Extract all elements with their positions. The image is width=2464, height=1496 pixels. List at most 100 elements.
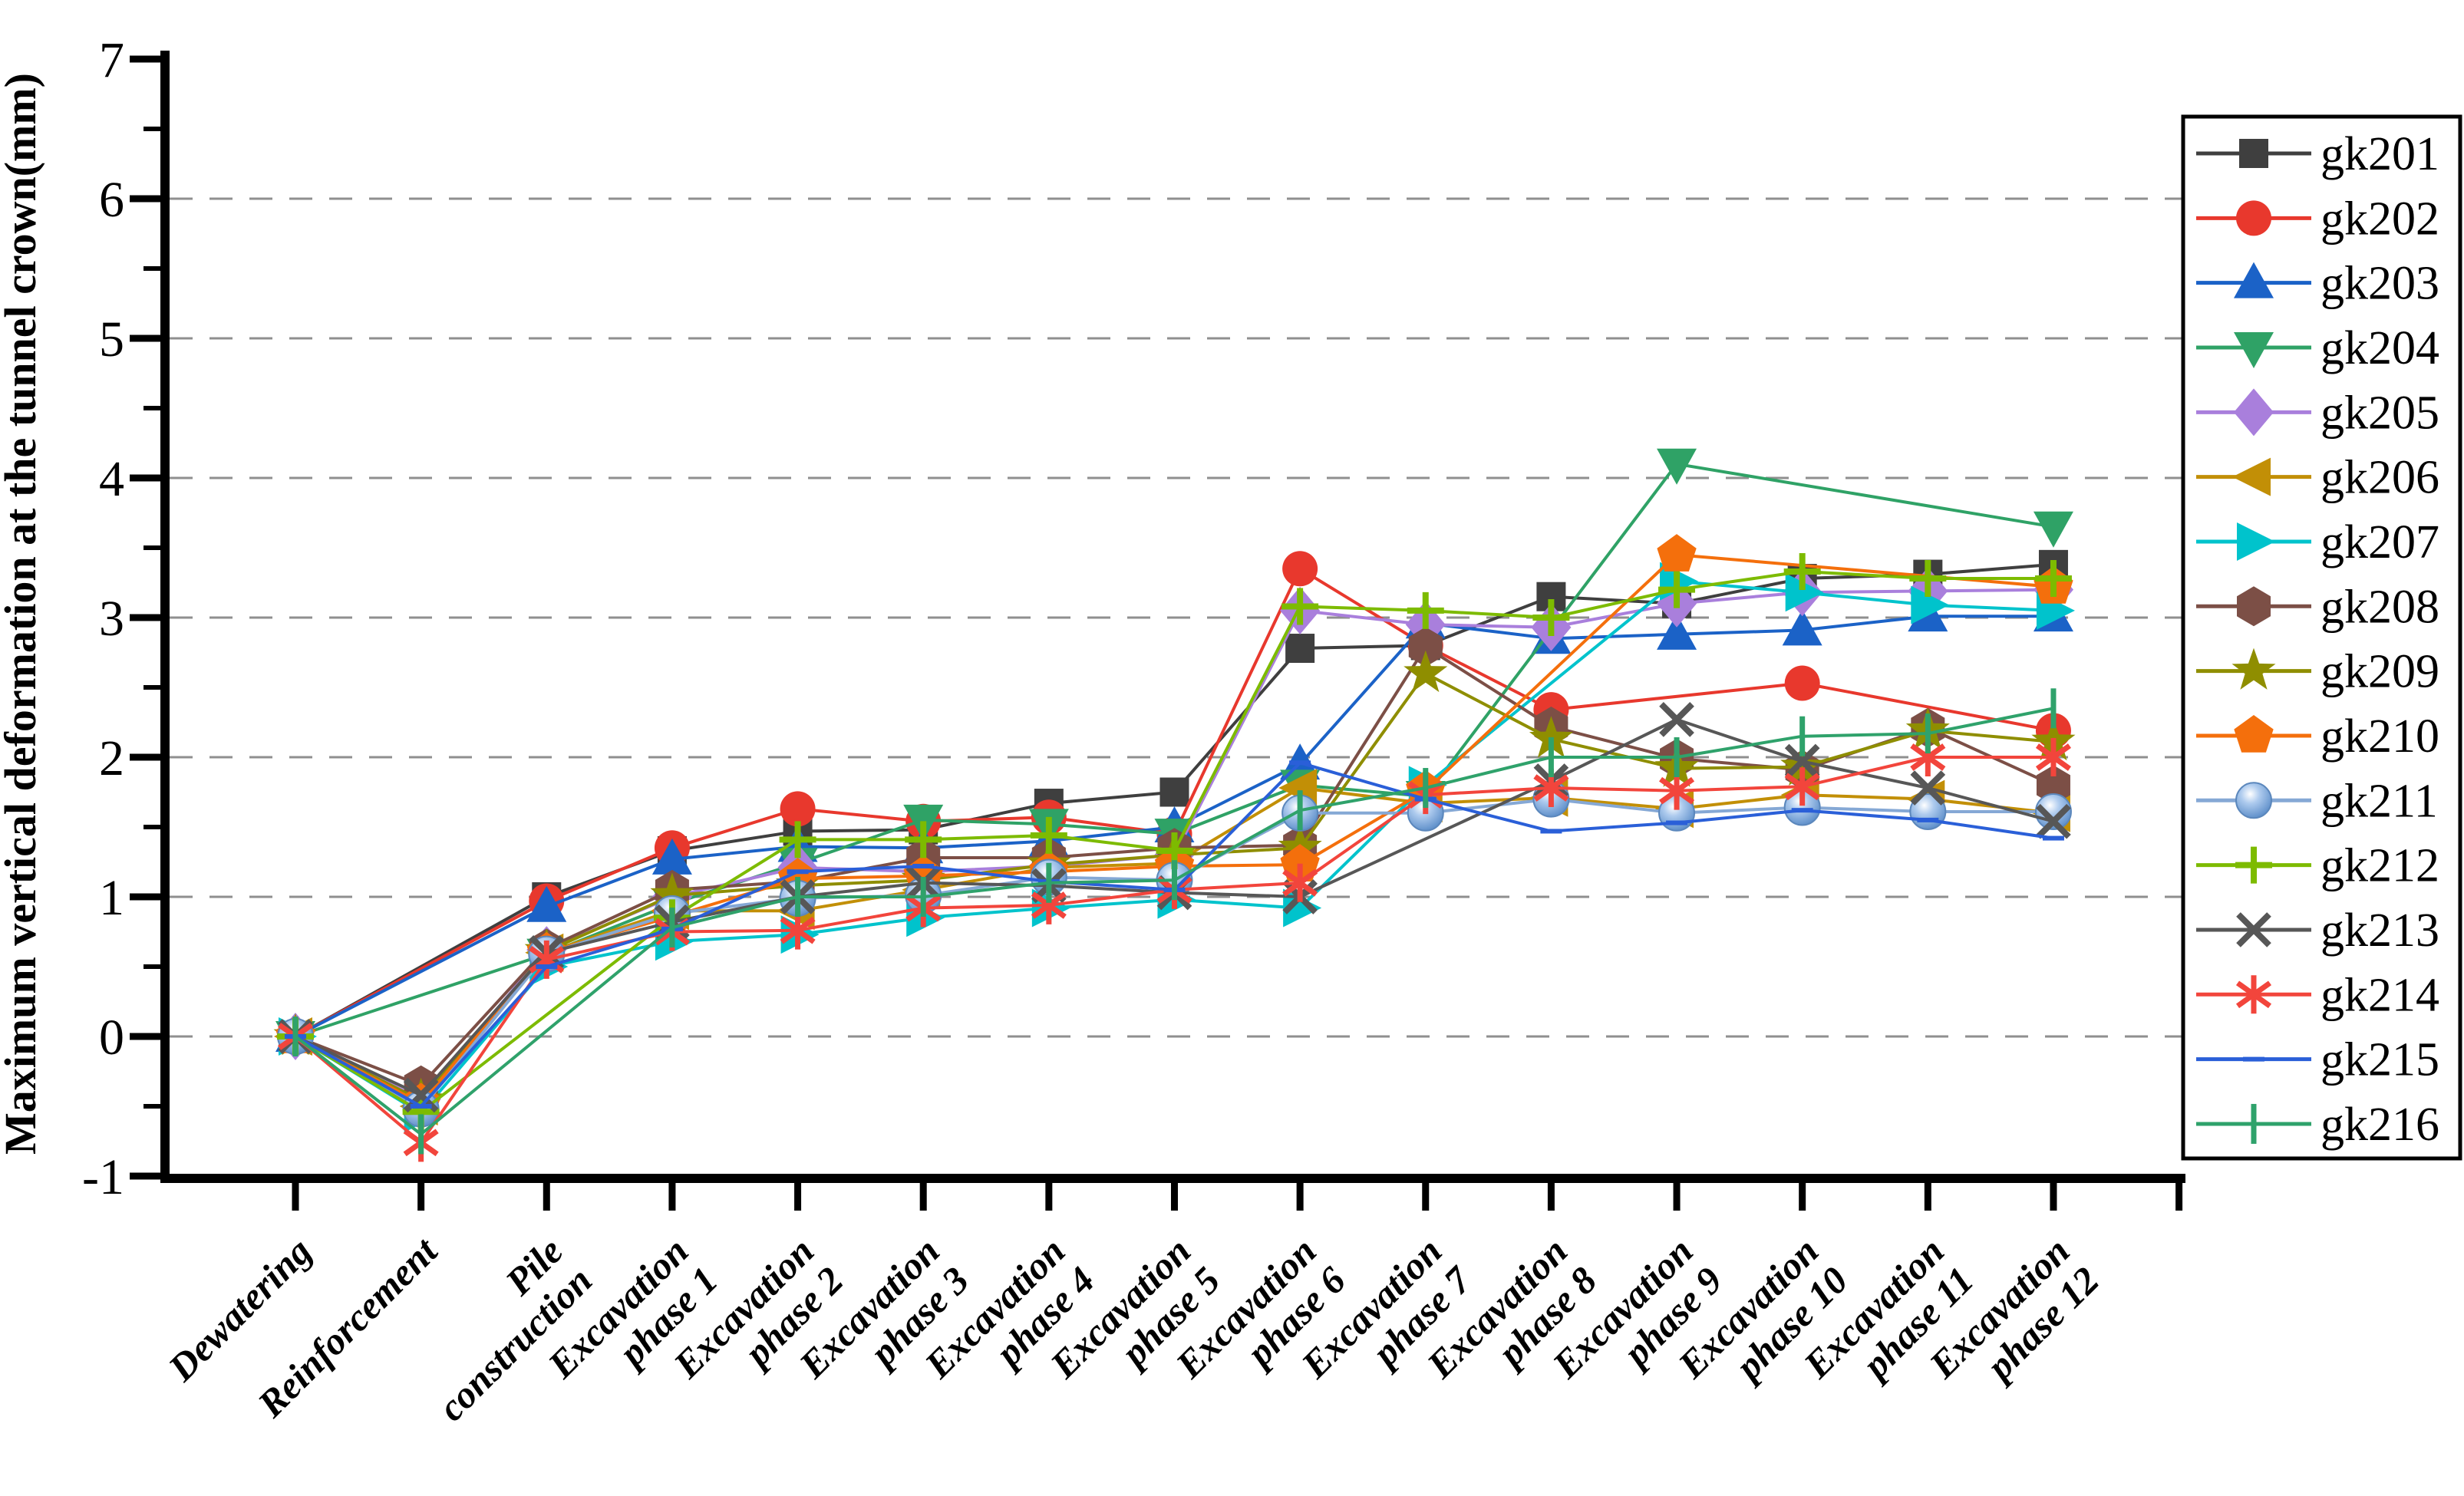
- legend-label-gk203: gk203: [2321, 258, 2439, 310]
- legend-item-gk213: gk213: [2196, 905, 2439, 957]
- legend-item-gk206: gk206: [2196, 452, 2439, 504]
- series-gk202-circle-marker: [780, 791, 816, 827]
- legend-item-gk212: gk212: [2196, 840, 2439, 892]
- y-tick-label: 6: [99, 172, 124, 228]
- legend-gk204-triangle-down-marker: [2234, 331, 2274, 368]
- y-tick-label: 4: [99, 451, 124, 507]
- series-gk212-plus-marker: [1658, 571, 1696, 608]
- series-gk208-hexagon-marker: [2036, 765, 2070, 806]
- series-gk216-vbar-marker: [418, 1114, 424, 1155]
- series-gk212-plus-marker: [1783, 552, 1821, 590]
- legend-gk210-pentagon-marker: [2234, 715, 2274, 753]
- series-gk207-line: [294, 579, 2054, 1115]
- legend-item-gk204: gk204: [2196, 322, 2439, 374]
- y-tick-label: 0: [99, 1010, 124, 1066]
- legend-item-gk208: gk208: [2196, 581, 2439, 633]
- legend-label-gk213: gk213: [2321, 905, 2439, 957]
- legend-item-gk205: gk205: [2196, 387, 2439, 439]
- x-tick: [417, 1183, 425, 1211]
- legend-box: [2181, 114, 2462, 1161]
- legend-gk215-dash-marker: [2243, 1056, 2264, 1062]
- legend-gk202-circle-marker: [2236, 200, 2271, 236]
- legend-gk203-triangle-up-marker: [2234, 262, 2274, 298]
- legend-gk208-hexagon-marker: [2237, 586, 2271, 627]
- series-gk214-asterisk-marker: [1282, 863, 1318, 902]
- series-gk203-triangle-up-marker: [1782, 609, 1822, 646]
- series-gk215-dash-marker: [912, 863, 935, 868]
- legend: gk201 gk202 gk203 gk204 gk205 gk206 gk207 gk208…: [2181, 114, 2462, 1161]
- legend-label-gk209: gk209: [2321, 646, 2439, 698]
- y-tick-label: 1: [99, 870, 124, 926]
- series-gk209-star-marker: [650, 872, 694, 914]
- y-minor-tick: [143, 266, 160, 271]
- y-tick-label: 2: [99, 730, 124, 786]
- x-axis-line: [160, 1174, 2185, 1183]
- y-major-tick: [130, 614, 160, 621]
- series-gk215-dash-marker: [1791, 808, 1813, 813]
- legend-gk212-plus-marker: [2235, 846, 2272, 884]
- x-tick: [1422, 1183, 1430, 1211]
- series-gk204-triangle-down-marker: [1657, 448, 1697, 485]
- series-gk215-dash-marker: [1666, 820, 1688, 825]
- y-tick-label: -1: [82, 1149, 124, 1205]
- x-tick: [668, 1183, 676, 1211]
- series-gk215-dash-marker: [1917, 817, 1939, 822]
- x-tick: [919, 1183, 927, 1211]
- series-gk202-circle-marker: [1282, 551, 1318, 587]
- legend-label-gk204: gk204: [2321, 322, 2439, 374]
- series-gk212-plus-marker: [905, 821, 942, 858]
- legend-gk216-vbar-marker: [2251, 1103, 2257, 1144]
- x-tick: [543, 1183, 550, 1211]
- series-gk213-line: [295, 717, 2054, 1097]
- series-gk215-dash-marker: [787, 869, 809, 875]
- series-gk216-vbar-marker: [1423, 768, 1429, 809]
- legend-item-gk216: gk216: [2196, 1099, 2439, 1151]
- series-gk203-triangle-up-marker: [526, 885, 567, 922]
- y-major-tick: [130, 474, 160, 482]
- x-tick: [1924, 1183, 1931, 1211]
- series-gk207-triangle-right-marker: [1785, 573, 1824, 612]
- x-tick: [1547, 1183, 1555, 1211]
- y-major-tick: [130, 893, 160, 901]
- legend-label-gk205: gk205: [2321, 387, 2439, 439]
- series-gk212-plus-marker: [779, 821, 816, 858]
- series-gk216-vbar-marker: [920, 877, 926, 917]
- x-tick: [292, 1183, 299, 1211]
- x-tick: [2050, 1183, 2057, 1211]
- legend-gk209-star-marker: [2231, 647, 2276, 690]
- series-gk216-vbar-marker: [795, 877, 801, 917]
- x-tick: [1045, 1183, 1053, 1211]
- y-major-tick: [130, 1172, 160, 1180]
- legend-label-gk214: gk214: [2321, 969, 2439, 1021]
- x-tick: [794, 1183, 802, 1211]
- y-tick-label: 3: [99, 591, 124, 647]
- series-gk207-triangle-right-marker: [1283, 888, 1322, 928]
- series-gk214-asterisk-marker: [1659, 771, 1695, 810]
- legend-label-gk206: gk206: [2321, 452, 2439, 504]
- y-minor-tick: [143, 545, 160, 550]
- series-gk201-square-marker: [1159, 777, 1189, 807]
- series-gk215-dash-marker: [536, 964, 558, 969]
- legend-item-gk211: gk211: [2196, 775, 2438, 827]
- legend-gk201-square-marker: [2239, 139, 2268, 168]
- series-gk202-line: [295, 567, 2054, 1038]
- series-gk214-asterisk-marker: [1784, 767, 1820, 806]
- legend-gk205-diamond-marker: [2234, 388, 2274, 437]
- y-minor-tick: [143, 685, 160, 690]
- series-gk216: [292, 688, 2057, 1155]
- data-series: [273, 448, 2076, 1162]
- legend-label-gk208: gk208: [2321, 581, 2439, 633]
- legend-label-gk215: gk215: [2321, 1034, 2439, 1086]
- series-gk214-asterisk-marker: [2035, 738, 2071, 776]
- series-gk212-plus-marker: [1909, 560, 1947, 598]
- series-gk204-triangle-down-marker: [2033, 511, 2073, 548]
- series-gk209-star-marker: [1404, 650, 1448, 693]
- series-gk216-vbar-marker: [2050, 688, 2057, 729]
- series-gk203-line: [295, 615, 2053, 1038]
- y-axis-line: [160, 51, 170, 1183]
- series-gk216-vbar-marker: [1297, 790, 1303, 831]
- y-major-tick: [130, 1033, 160, 1040]
- series-gk209-star-marker: [1529, 716, 1573, 758]
- series-gk215-dash-marker: [1540, 829, 1562, 834]
